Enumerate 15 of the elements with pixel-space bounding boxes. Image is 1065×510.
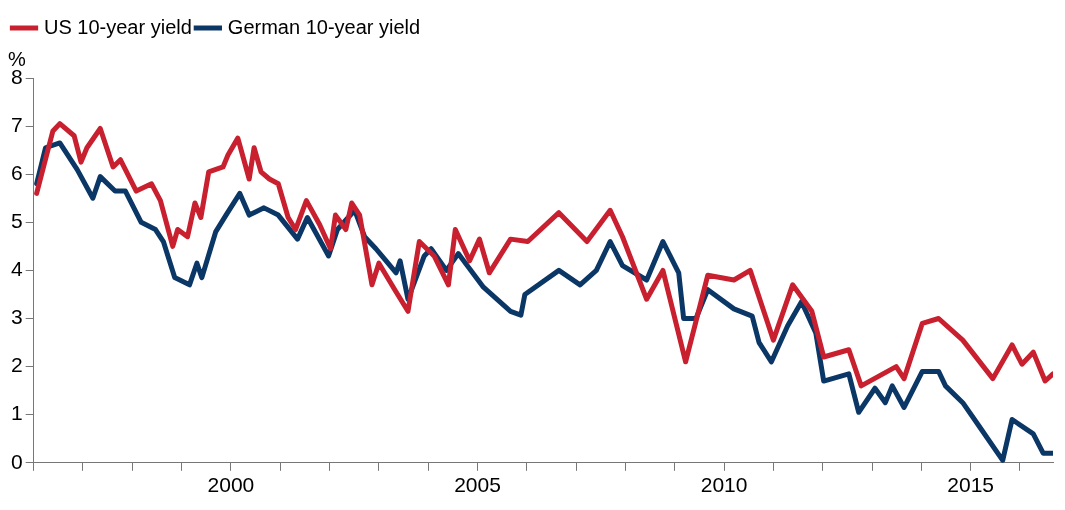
y-tick-label: 1 [10,401,23,425]
legend-label: US 10-year yield [44,15,192,38]
y-tick-label: 0 [10,449,23,473]
y-tick-label: 3 [10,305,23,329]
y-axis-title: % [8,47,26,70]
legend-label: German 10-year yield [227,15,421,38]
x-tick-label: 2015 [947,473,994,497]
x-tick-label: 2000 [207,473,255,497]
y-tick-label: 5 [10,209,23,233]
x-tick-label: 2005 [454,473,501,497]
y-tick-label: 7 [10,112,23,136]
x-tick-label: 2010 [700,473,748,497]
y-tick-label: 4 [10,257,23,281]
y-tick-label: 6 [10,161,23,184]
y-tick-label: 2 [10,353,23,377]
